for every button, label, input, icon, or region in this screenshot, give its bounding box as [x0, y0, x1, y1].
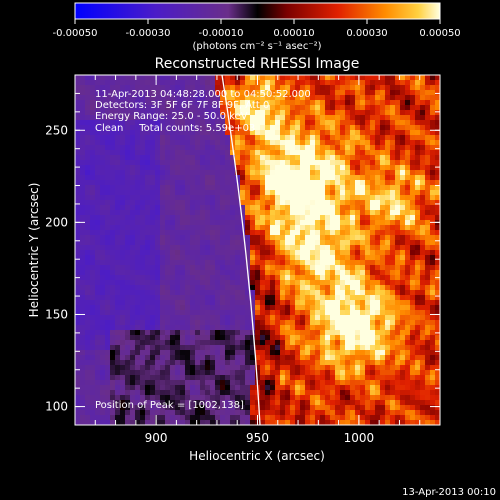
y-axis-label: Heliocentric Y (arcsec) [27, 183, 41, 318]
y-tick-label: 150 [45, 307, 68, 321]
color-bar-units: (photons cm⁻² s⁻¹ asec⁻²) [192, 41, 321, 52]
color-bar-tick-label: -0.00050 [53, 28, 98, 39]
info-line-detectors: Detectors: 3F 5F 6F 7F 8F 9F, Att 0 [95, 100, 269, 111]
x-tick-label: 900 [145, 431, 168, 445]
rhessi-image [75, 75, 440, 425]
y-tick-label: 250 [45, 123, 68, 137]
color-bar-gradient [74, 2, 441, 20]
y-tick-label: 200 [45, 215, 68, 229]
y-tick-label: 100 [45, 400, 68, 414]
color-bar-tick-label: -0.00010 [199, 28, 244, 39]
x-tick-label: 950 [246, 431, 269, 445]
color-bar-tick-label: 0.00030 [346, 28, 387, 39]
solar-limb-line [221, 74, 261, 426]
color-bar-ticks: -0.00050 -0.00030 -0.00010 0.00010 0.00030 0.… [53, 19, 461, 39]
timestamp: 13-Apr-2013 00:10 [402, 487, 496, 498]
peak-position-text: Position of Peak = [1002,138] [95, 400, 244, 411]
axis-ticks: 900 950 1000 100 150 200 250 [45, 74, 441, 445]
x-axis-label: Heliocentric X (arcsec) [189, 449, 325, 463]
info-overlay: 11-Apr-2013 04:48:28.000 to 04:50:52.000… [95, 89, 311, 411]
info-line-counts: Clean Total counts: 5.59e+03 [95, 123, 255, 134]
color-bar-tick-label: 0.00050 [419, 28, 460, 39]
x-tick-label: 1000 [344, 431, 375, 445]
image-plot: 900 950 1000 100 150 200 250 [45, 74, 441, 445]
plot-title: Reconstructed RHESSI Image [155, 56, 360, 72]
color-bar-tick-label: -0.00030 [126, 28, 171, 39]
color-bar-tick-label: 0.00010 [273, 28, 314, 39]
color-bar: -0.00050 -0.00030 -0.00010 0.00010 0.00030 0.… [53, 2, 461, 52]
info-line-energy: Energy Range: 25.0 - 50.0 keV [95, 111, 248, 122]
info-line-time: 11-Apr-2013 04:48:28.000 to 04:50:52.000 [95, 89, 311, 100]
